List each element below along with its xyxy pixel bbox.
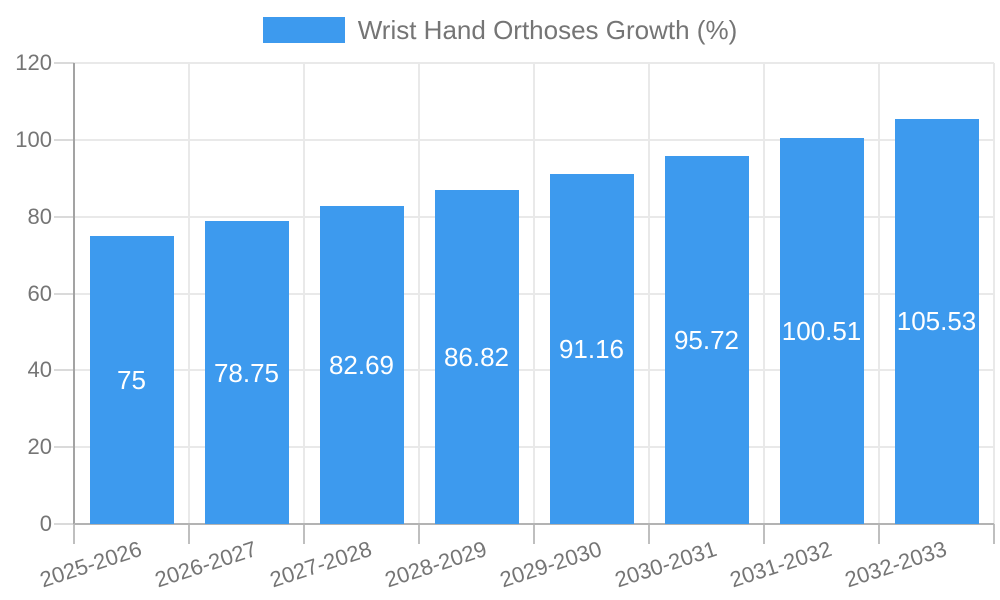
- x-tick-mark: [878, 524, 880, 544]
- bar-value-label: 91.16: [558, 333, 625, 364]
- x-tick-mark: [303, 524, 305, 544]
- category-gridline: [763, 63, 765, 524]
- x-axis-tick-label: 2028-2029: [382, 536, 490, 593]
- x-axis-line: [74, 523, 994, 525]
- x-axis-tick-label: 2026-2027: [152, 536, 260, 593]
- y-tick-mark: [54, 62, 74, 64]
- bar-2027-2028[interactable]: [319, 206, 404, 524]
- x-tick-mark: [648, 524, 650, 544]
- category-gridline: [878, 63, 880, 524]
- x-axis-tick-label: 2030-2031: [612, 536, 720, 593]
- y-axis-tick-label: 80: [27, 203, 52, 229]
- x-axis-tick-label: 2025-2026: [37, 536, 145, 593]
- bar-2031-2032[interactable]: [779, 137, 864, 524]
- y-tick-mark: [54, 215, 74, 218]
- bar-value-label: 95.72: [673, 325, 740, 356]
- bar-value-label: 105.53: [896, 306, 977, 337]
- bar-value-label: 78.75: [213, 357, 280, 388]
- x-tick-mark: [73, 524, 75, 544]
- y-tick-mark: [54, 138, 74, 141]
- x-tick-mark: [418, 524, 420, 544]
- y-axis-tick-label: 20: [27, 434, 52, 460]
- y-axis-line: [73, 63, 75, 524]
- bar-2030-2031[interactable]: [664, 156, 749, 524]
- y-axis-tick-label: 0: [39, 511, 52, 536]
- x-tick-mark: [763, 524, 765, 544]
- bar-value-label: 82.69: [328, 350, 395, 381]
- bar-2028-2029[interactable]: [434, 190, 519, 524]
- legend-swatch: [262, 17, 345, 43]
- x-tick-mark: [993, 524, 995, 544]
- y-axis-tick-label: 60: [27, 280, 52, 306]
- x-axis-tick-label: 2029-2030: [497, 536, 605, 593]
- legend-label: Wrist Hand Orthoses Growth (%): [357, 15, 738, 45]
- x-tick-mark: [533, 524, 535, 544]
- bar-value-label: 86.82: [443, 342, 510, 373]
- category-gridline: [418, 63, 420, 524]
- bar-value-label: 100.51: [781, 315, 862, 346]
- y-tick-mark: [54, 369, 74, 372]
- bar-value-label: 75: [117, 364, 146, 395]
- x-axis-tick-label: 2031-2032: [727, 536, 835, 593]
- category-gridline: [533, 63, 535, 524]
- category-gridline: [188, 63, 190, 524]
- category-gridline: [993, 63, 995, 524]
- y-tick-mark: [54, 292, 74, 295]
- y-axis-tick-label: 120: [15, 50, 52, 75]
- y-tick-mark: [54, 523, 74, 525]
- category-gridline: [303, 63, 305, 524]
- y-axis-tick-label: 40: [27, 357, 52, 383]
- y-axis-tick-label: 100: [15, 126, 52, 152]
- bar-2025-2026[interactable]: [89, 235, 174, 524]
- x-axis-tick-label: 2027-2028: [267, 536, 375, 593]
- bar-2032-2033[interactable]: [894, 118, 979, 524]
- category-gridline: [648, 63, 650, 524]
- x-tick-mark: [188, 524, 190, 544]
- x-axis-tick-label: 2032-2033: [842, 536, 950, 593]
- legend[interactable]: Wrist Hand Orthoses Growth (%): [0, 17, 1000, 43]
- bar-2026-2027[interactable]: [204, 221, 289, 524]
- y-tick-mark: [54, 446, 74, 449]
- bar-2029-2030[interactable]: [549, 173, 634, 524]
